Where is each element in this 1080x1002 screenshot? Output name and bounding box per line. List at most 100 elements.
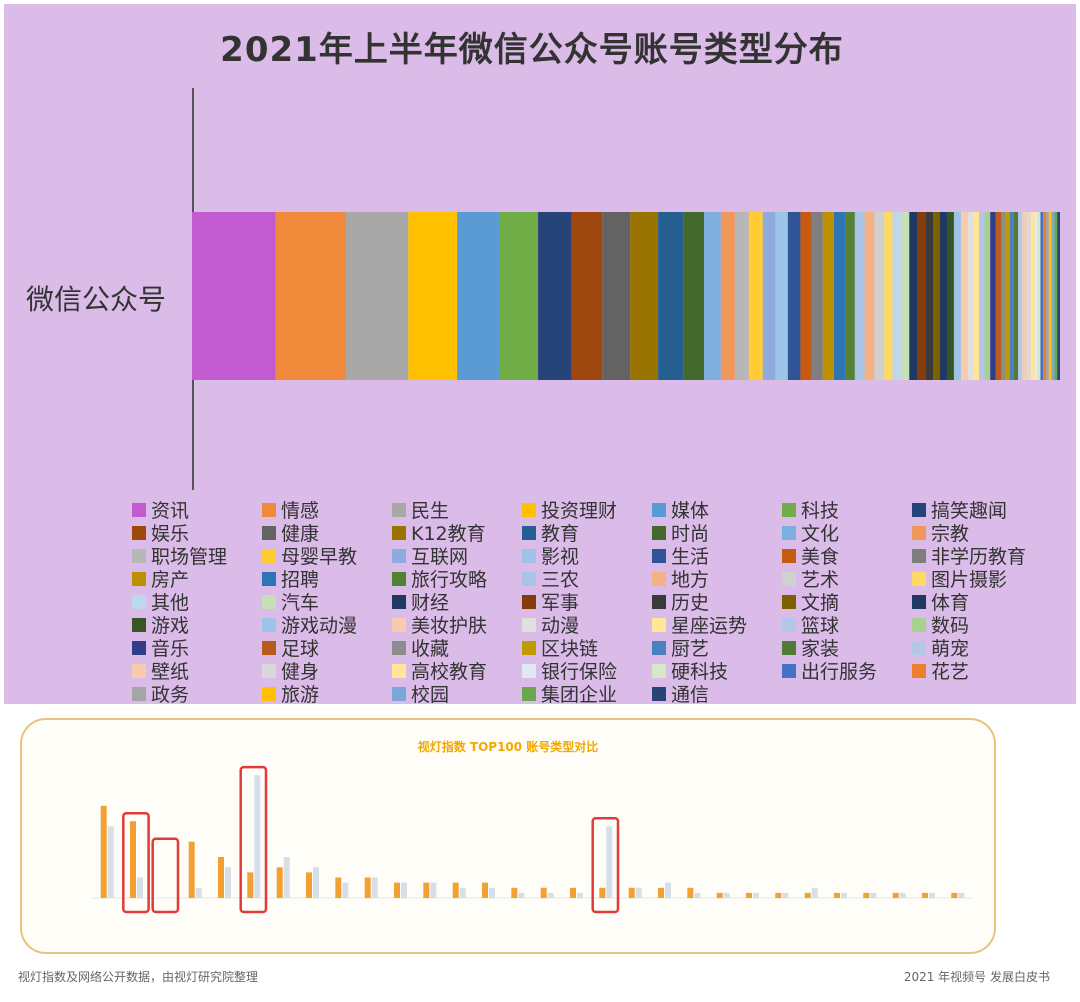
legend-item: 政务 — [132, 682, 262, 705]
inset-bar — [401, 882, 407, 898]
bar-segment-7 — [571, 212, 603, 380]
bar-segment-10 — [658, 212, 684, 380]
bar-segment-38 — [967, 212, 974, 380]
legend-item: 职场管理 — [132, 544, 262, 567]
stacked-bar-chart — [192, 212, 1060, 380]
bar-segment-33 — [933, 212, 940, 380]
legend-label: 篮球 — [801, 615, 840, 636]
legend-label: 壁纸 — [151, 661, 190, 682]
legend-swatch — [652, 640, 666, 655]
bar-segment-4 — [457, 212, 499, 380]
legend-swatch — [262, 686, 276, 701]
legend-item: 其他 — [132, 590, 262, 613]
legend-swatch — [132, 525, 146, 540]
inset-bar — [665, 882, 671, 898]
legend-swatch — [522, 640, 536, 655]
inset-bar — [459, 887, 466, 898]
legend-item: 互联网 — [392, 544, 522, 567]
legend-label: 游戏 — [151, 615, 190, 636]
legend-swatch — [782, 548, 796, 563]
bar-segment-21 — [822, 212, 834, 380]
highlight-box — [591, 817, 620, 914]
legend-label: 教育 — [541, 523, 580, 544]
footer-source: 视灯指数及网络公开数据，由视灯研究院整理 — [18, 970, 259, 984]
legend-label: 旅行攻略 — [411, 569, 488, 590]
legend-item: 娱乐 — [132, 521, 262, 544]
bar-segment-57 — [1048, 212, 1052, 380]
inset-bar — [958, 892, 965, 898]
bar-segment-13 — [720, 212, 735, 380]
legend-item: 壁纸 — [132, 659, 262, 682]
legend-swatch — [912, 594, 926, 609]
y-axis-tick-label: 微信公众号 — [26, 283, 167, 316]
inset-bar — [694, 892, 701, 898]
legend-item: 财经 — [392, 590, 522, 613]
inset-bar — [892, 892, 899, 898]
legend-swatch — [652, 525, 666, 540]
inset-bar — [137, 877, 143, 898]
legend-item: 三农 — [522, 567, 652, 590]
bar-segment-46 — [1009, 212, 1014, 380]
bar-segment-52 — [1034, 212, 1038, 380]
bar-segment-11 — [683, 212, 705, 380]
legend-item: 萌宠 — [912, 636, 1042, 659]
bar-segment-22 — [833, 212, 846, 380]
bar-segment-60 — [1057, 212, 1060, 380]
bar-segment-45 — [1005, 212, 1010, 380]
legend-swatch — [782, 571, 796, 586]
bar-segment-44 — [1001, 212, 1006, 380]
inset-bar — [746, 892, 752, 898]
legend-label: 文摘 — [801, 592, 840, 613]
legend-label: 银行保险 — [541, 661, 618, 682]
legend-item: 教育 — [522, 521, 652, 544]
inset-bar — [313, 867, 319, 898]
bar-segment-40 — [979, 212, 985, 380]
legend-item: 动漫 — [522, 613, 652, 636]
legend-item: 科技 — [782, 498, 912, 521]
bar-segment-5 — [499, 212, 539, 380]
legend-label: 时尚 — [671, 523, 710, 544]
bar-segment-35 — [946, 212, 954, 380]
inset-bar — [489, 887, 495, 898]
legend-label: 地方 — [671, 569, 710, 590]
main-chart-panel: 2021年上半年微信公众号账号类型分布 微信公众号 资讯 情感 民生 投资理财 媒体 科技… — [4, 4, 1076, 705]
bar-segment-53 — [1037, 212, 1041, 380]
legend-label: 科技 — [801, 500, 840, 521]
legend-item: 地方 — [652, 567, 782, 590]
chart-title: 2021年上半年微信公众号账号类型分布 — [220, 30, 844, 70]
legend-item: 篮球 — [782, 613, 912, 636]
inset-bar — [951, 892, 958, 898]
legend-item: 校园 — [392, 682, 522, 705]
bar-segment-28 — [892, 212, 901, 380]
legend-label: 厨艺 — [671, 638, 710, 659]
legend-swatch — [132, 571, 146, 586]
inset-bar — [570, 887, 576, 898]
inset-bar — [635, 887, 642, 898]
legend-item: 银行保险 — [522, 659, 652, 682]
inset-bar — [342, 882, 349, 898]
bar-segment-2 — [345, 212, 409, 380]
legend-swatch — [132, 548, 146, 563]
legend-label: 互联网 — [411, 546, 469, 567]
legend-label: 资讯 — [151, 500, 190, 521]
inset-bar — [658, 887, 664, 898]
inset-bar — [547, 892, 554, 898]
legend-swatch — [522, 502, 536, 517]
legend-label: 体育 — [931, 592, 970, 613]
legend-item: 区块链 — [522, 636, 652, 659]
inset-bar — [804, 892, 811, 898]
bar-segment-48 — [1018, 212, 1023, 380]
bar-segment-18 — [787, 212, 801, 380]
legend-item: 美妆护肤 — [392, 613, 522, 636]
inset-bar — [107, 826, 114, 898]
bar-segment-34 — [939, 212, 947, 380]
inset-bar — [841, 892, 847, 898]
legend-label: 集团企业 — [541, 684, 618, 705]
inset-bar — [782, 892, 789, 898]
bar-segment-12 — [704, 212, 721, 380]
bar-segment-59 — [1054, 212, 1058, 380]
inset-bar — [283, 857, 290, 898]
legend-label: 历史 — [671, 592, 710, 613]
legend-swatch — [262, 525, 276, 540]
inset-bar — [511, 887, 518, 898]
